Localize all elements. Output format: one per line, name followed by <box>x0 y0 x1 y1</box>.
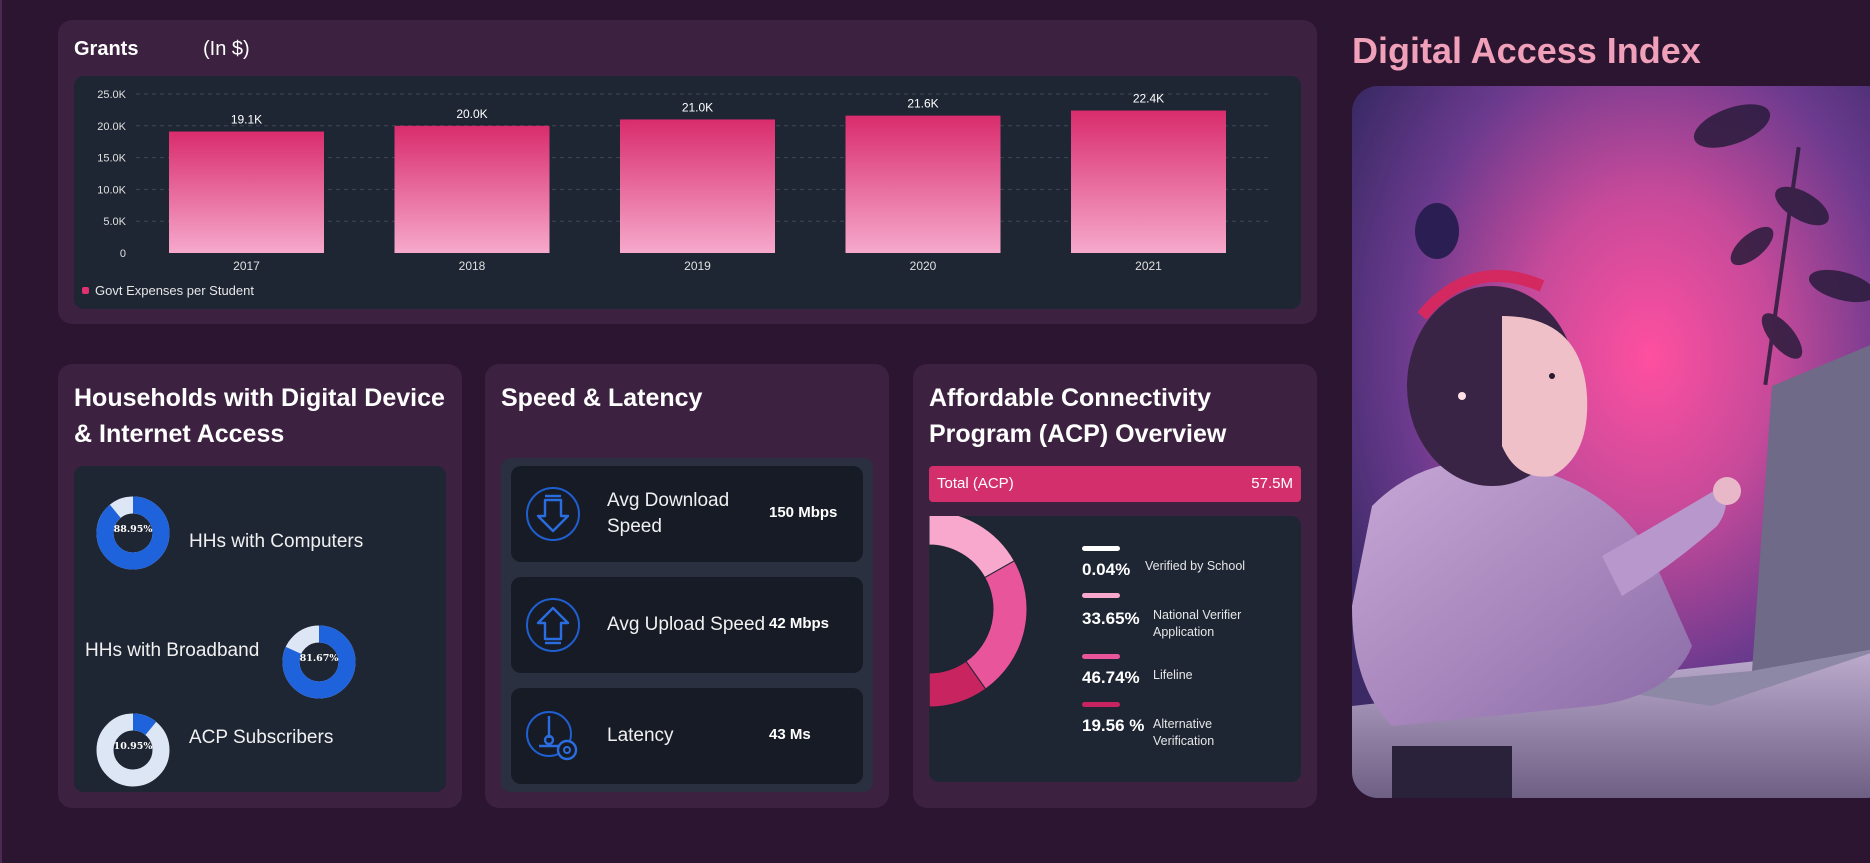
acp-overview-card: Affordable Connectivity Program (ACP) Ov… <box>913 364 1317 808</box>
acp-total-label: Total (ACP) <box>937 475 1014 492</box>
upload-speed-label: Avg Upload Speed <box>607 614 766 635</box>
grants-bar-chart: 0 5.0K 10.0K 15.0K 20.0K 25.0K 19.1K 2017 20.0K 2… <box>97 89 1269 273</box>
acp-donut-chart[interactable] <box>929 516 1049 716</box>
x-tick-label: 2019 <box>684 259 711 273</box>
donut-filled <box>96 496 170 570</box>
bar-2020[interactable] <box>845 115 1001 254</box>
national-verifier-pct: 33.65% <box>1082 609 1140 628</box>
national-verifier-swatch <box>1082 593 1120 598</box>
child-laptop-photo <box>1352 86 1870 798</box>
bar-value-label: 19.1K <box>231 113 262 127</box>
broadband-donut[interactable]: 81.67% <box>282 625 356 699</box>
acp-subscribers-label: ACP Subscribers <box>189 727 334 748</box>
broadband-label: HHs with Broadband <box>85 640 260 661</box>
y-tick-label: 20.0K <box>97 121 126 133</box>
households-card: Households with Digital Device & Interne… <box>58 364 462 808</box>
verified-school-swatch <box>1082 546 1120 551</box>
verified-school-label: Verified by School <box>1145 559 1246 573</box>
acp-subscribers-donut-chart <box>96 713 170 787</box>
latency-value: 43 Ms <box>769 726 811 743</box>
bar-2019[interactable] <box>620 119 775 253</box>
donut-hole <box>114 514 152 552</box>
donut-filled <box>282 625 356 699</box>
bar-2017[interactable] <box>169 131 324 253</box>
latency-label: Latency <box>607 725 674 746</box>
lifeline-swatch <box>1082 654 1120 659</box>
acp-title: Affordable Connectivity Program (ACP) Ov… <box>929 384 1227 448</box>
broadband-donut-chart <box>282 625 356 699</box>
x-tick-label: 2018 <box>459 259 486 273</box>
acp-panel: 0.04% Verified by School 33.65% National… <box>929 516 1301 782</box>
y-tick-label: 15.0K <box>97 153 126 165</box>
grants-title: Grants <box>74 38 139 60</box>
download-arrow-icon <box>526 487 580 541</box>
download-speed-value: 150 Mbps <box>769 504 838 521</box>
y-tick-label: 10.0K <box>97 184 126 196</box>
chart-legend[interactable]: Govt Expenses per Student <box>82 283 254 298</box>
latency-gauge-icon <box>526 711 578 761</box>
verified-school-pct: 0.04% <box>1082 560 1131 579</box>
grants-chart-panel: 0 5.0K 10.0K 15.0K 20.0K 25.0K 19.1K 2017 20.0K 2… <box>74 76 1301 309</box>
x-tick-label: 2017 <box>233 259 260 273</box>
bar-2021[interactable] <box>1071 110 1226 253</box>
bar-value-label: 22.4K <box>1133 92 1164 106</box>
donut-hole <box>114 731 152 769</box>
legend-label: Govt Expenses per Student <box>95 283 254 298</box>
y-tick-label: 0 <box>120 248 126 260</box>
broadband-pct: 81.67% <box>299 653 339 664</box>
digital-access-index-title: Digital Access Index <box>1352 30 1701 71</box>
x-tick-label: 2021 <box>1135 259 1162 273</box>
acp-total-bar[interactable]: Total (ACP) 57.5M <box>929 466 1301 502</box>
computers-label: HHs with Computers <box>189 531 364 552</box>
bar-value-label: 21.6K <box>907 97 938 111</box>
lifeline-pct: 46.74% <box>1082 668 1140 687</box>
alternative-verification-label: Alternative Verification <box>1153 717 1215 748</box>
left-border <box>0 0 2 863</box>
upload-speed-item[interactable]: Avg Upload Speed 42 Mbps <box>511 577 863 673</box>
download-speed-label: Avg Download Speed <box>607 490 730 537</box>
computers-donut[interactable]: 88.95% <box>96 496 170 570</box>
bar-value-label: 20.0K <box>456 107 487 121</box>
acp-subscribers-donut[interactable]: 10.95% <box>96 713 170 787</box>
upload-speed-value: 42 Mbps <box>769 615 830 632</box>
computers-pct: 88.95% <box>113 524 153 535</box>
grants-card: Grants (In $) 0 5.0K 10.0K 15.0K 20.0K 25.0K 1… <box>58 20 1317 324</box>
y-tick-label: 25.0K <box>97 89 126 101</box>
grants-unit: (In $) <box>203 38 250 60</box>
speed-panel: Avg Download Speed 150 Mbps Avg Upload S… <box>501 458 873 792</box>
legend-swatch <box>82 287 89 294</box>
y-tick-label: 5.0K <box>103 216 126 228</box>
speed-latency-card: Speed & Latency Avg Download Speed 150 M… <box>485 364 889 808</box>
acp-total-value: 57.5M <box>1251 475 1293 492</box>
households-panel: 88.95% HHs with Computers HHs with Broad… <box>74 466 446 792</box>
acp-slice[interactable] <box>965 560 1028 690</box>
alternative-verification-swatch <box>1082 702 1120 707</box>
donut-hole <box>300 643 338 681</box>
hero-photo <box>1352 86 1870 798</box>
households-title: Households with Digital Device & Interne… <box>74 384 445 448</box>
national-verifier-label: National Verifier Application <box>1153 608 1242 639</box>
upload-arrow-icon <box>526 598 580 652</box>
speed-title: Speed & Latency <box>501 384 703 412</box>
bar-2018[interactable] <box>394 125 550 253</box>
acp-subscribers-pct: 10.95% <box>113 741 153 752</box>
alternative-verification-pct: 19.56 % <box>1082 716 1145 735</box>
bar-value-label: 21.0K <box>682 100 713 114</box>
computers-donut-chart <box>96 496 170 570</box>
lifeline-label: Lifeline <box>1153 668 1193 682</box>
x-tick-label: 2020 <box>910 259 937 273</box>
latency-item[interactable]: Latency 43 Ms <box>511 688 863 784</box>
donut-filled <box>96 713 170 787</box>
download-speed-item[interactable]: Avg Download Speed 150 Mbps <box>511 466 863 562</box>
